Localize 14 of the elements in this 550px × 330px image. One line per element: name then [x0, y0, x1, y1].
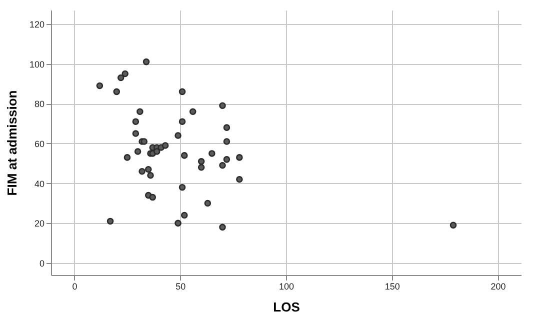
- x-axis-title: LOS: [273, 300, 300, 314]
- x-tick-label: 50: [176, 282, 186, 292]
- x-tick-label: 0: [72, 282, 78, 292]
- x-tick-label: 200: [490, 282, 506, 292]
- x-tick-label: 100: [278, 282, 294, 292]
- x-tick-label: 150: [384, 282, 400, 292]
- y-tick-label: 100: [29, 59, 44, 70]
- y-tick-label: 120: [29, 19, 44, 30]
- y-tick-label: 60: [34, 138, 44, 149]
- y-axis-title: FIM at admission: [4, 90, 20, 196]
- y-tick-label: 40: [34, 178, 44, 189]
- y-tick-label: 20: [34, 218, 44, 229]
- y-tick-label: 80: [34, 99, 44, 110]
- y-tick-label: 0: [39, 258, 44, 269]
